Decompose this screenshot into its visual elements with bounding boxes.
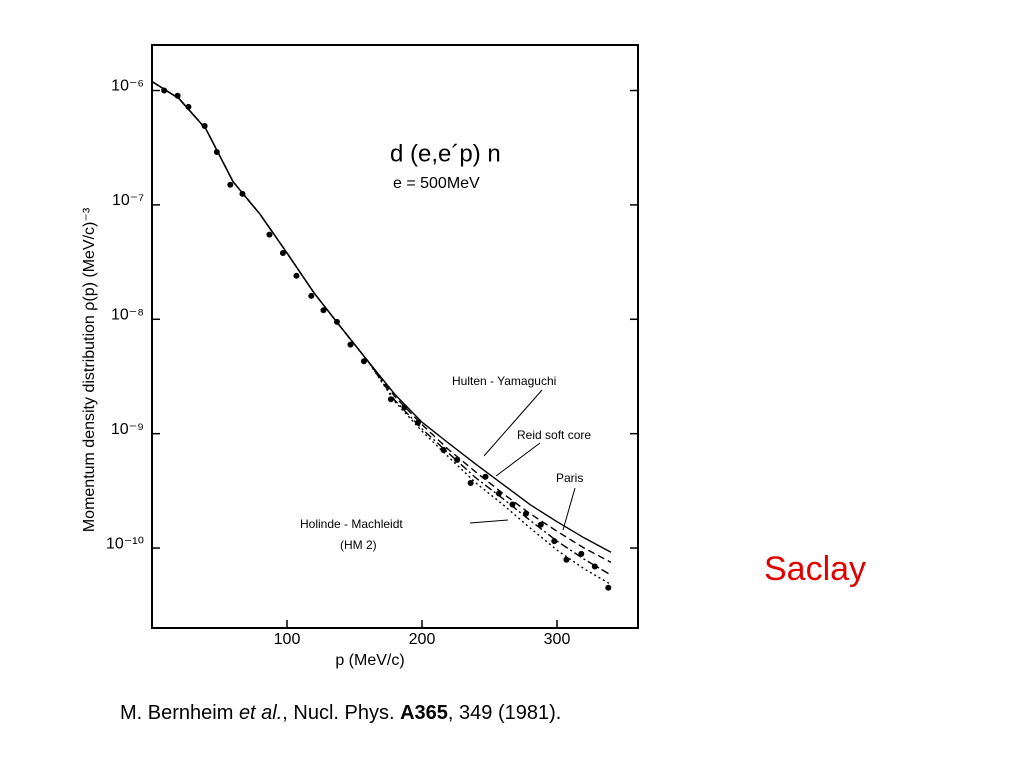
x-tick-label: 100 xyxy=(274,631,301,648)
citation-part: et al. xyxy=(238,702,283,724)
data-point xyxy=(239,190,246,197)
data-point xyxy=(467,480,474,487)
data-point xyxy=(227,181,234,188)
data-point xyxy=(213,149,220,156)
data-point xyxy=(185,103,192,110)
annotation-arrows xyxy=(469,389,576,531)
citation-part: A365 xyxy=(400,702,448,724)
data-point xyxy=(279,249,286,256)
data-point xyxy=(293,272,300,279)
chart-subtitle: e = 500MeV xyxy=(393,175,480,192)
y-tick-label: 10⁻⁶ xyxy=(111,78,144,95)
citation-part: , 349 (1981). xyxy=(447,702,562,724)
data-point xyxy=(320,307,327,314)
y-tick-label: 10⁻⁸ xyxy=(111,307,144,324)
annotation: (HM 2) xyxy=(340,538,377,552)
series-line xyxy=(151,80,612,553)
data-point xyxy=(605,584,612,591)
data-point xyxy=(440,446,447,453)
slide-label: Saclay xyxy=(764,550,867,588)
chart-title: d (e,e´p) n xyxy=(390,140,501,167)
citation-part: , Nucl. Phys. xyxy=(282,702,401,724)
annotation: Holinde - Machleidt xyxy=(300,517,403,531)
x-tick-label: 200 xyxy=(409,631,436,648)
data-point xyxy=(347,341,354,348)
series-line xyxy=(151,80,612,563)
citation: M. Bernheim et al., Nucl. Phys. A365, 34… xyxy=(120,702,561,725)
plot-frame xyxy=(151,44,639,629)
data-point xyxy=(174,92,181,99)
series-line xyxy=(151,80,612,576)
y-tick-label: 10⁻⁹ xyxy=(111,421,144,438)
data-point xyxy=(266,231,273,238)
data-point xyxy=(551,538,558,545)
data-point xyxy=(591,563,598,570)
y-axis-label: Momentum density distribution ρ(p) (MeV/… xyxy=(81,207,98,532)
x-axis-label: p (MeV/c) xyxy=(335,652,404,669)
data-point xyxy=(454,456,461,463)
data-point xyxy=(401,404,408,411)
arrow xyxy=(483,389,543,457)
data-point xyxy=(537,521,544,528)
data-point xyxy=(414,419,421,426)
data-point xyxy=(161,87,168,94)
annotation: Paris xyxy=(556,471,583,485)
data-point xyxy=(308,292,315,299)
data-point xyxy=(522,510,529,517)
data-point xyxy=(495,490,502,497)
arrow xyxy=(562,487,576,531)
y-tick-label: 10⁻¹⁰ xyxy=(106,535,144,552)
citation-part: M. Bernheim xyxy=(120,702,239,724)
data-point xyxy=(201,122,208,129)
y-tick-label: 10⁻⁷ xyxy=(112,192,144,209)
data-point xyxy=(509,501,516,508)
arrow xyxy=(495,442,541,477)
x-tick-label: 300 xyxy=(544,631,571,648)
data-point xyxy=(482,473,489,480)
annotation: Reid soft core xyxy=(517,428,591,442)
series-line xyxy=(151,80,612,586)
annotation: Hulten - Yamaguchi xyxy=(452,374,556,388)
data-point xyxy=(387,396,394,403)
arrow xyxy=(469,519,509,524)
data-point xyxy=(563,556,570,563)
data-point xyxy=(333,318,340,325)
data-point xyxy=(360,358,367,365)
data-point xyxy=(578,550,585,557)
